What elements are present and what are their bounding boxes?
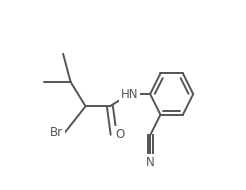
Text: O: O [116,128,125,141]
Text: N: N [146,156,154,169]
Text: HN: HN [121,88,138,101]
Text: Br: Br [50,126,63,139]
